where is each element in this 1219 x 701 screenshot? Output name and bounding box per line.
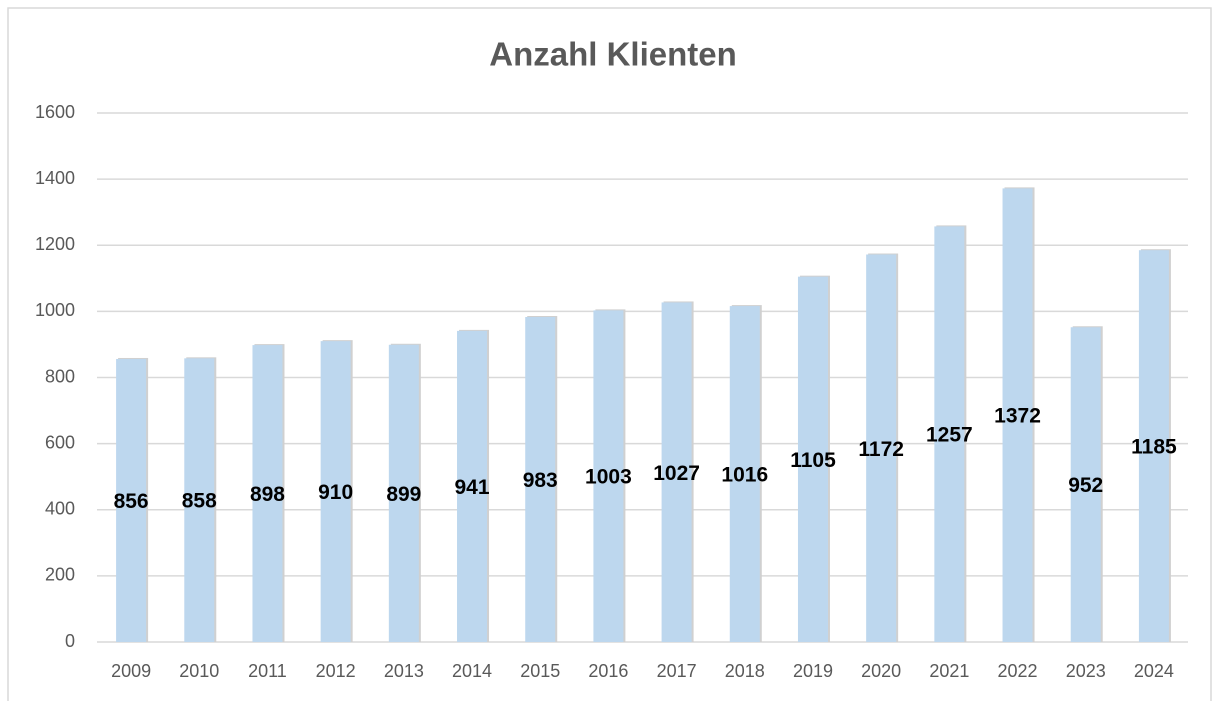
data-label: 1105 — [790, 449, 836, 472]
y-tick-label: 1600 — [35, 102, 75, 122]
x-tick-label: 2012 — [316, 661, 356, 681]
bar — [1002, 188, 1033, 642]
data-label: 1016 — [721, 464, 768, 487]
x-tick-label: 2019 — [793, 661, 833, 681]
data-label: 1172 — [858, 438, 904, 461]
y-tick-label: 0 — [65, 631, 75, 651]
data-label: 858 — [182, 490, 217, 513]
x-tick-label: 2013 — [384, 661, 424, 681]
bar — [184, 358, 215, 642]
bar — [729, 306, 760, 642]
x-tick-label: 2024 — [1134, 661, 1174, 681]
data-label: 952 — [1068, 474, 1103, 497]
x-tick-label: 2021 — [929, 661, 969, 681]
bar — [388, 344, 419, 642]
x-tick-label: 2011 — [248, 661, 287, 681]
y-tick-label: 800 — [45, 366, 75, 386]
data-label: 941 — [455, 476, 490, 499]
data-label: 1185 — [1131, 436, 1177, 459]
bar — [1070, 327, 1101, 642]
x-tick-label: 2014 — [452, 661, 492, 681]
data-label: 856 — [114, 490, 149, 513]
y-tick-label: 1400 — [35, 168, 75, 188]
x-tick-label: 2023 — [1066, 661, 1106, 681]
data-label: 983 — [523, 469, 558, 492]
bar — [252, 345, 283, 642]
data-label: 1003 — [585, 466, 632, 489]
bar — [116, 358, 147, 642]
bar — [661, 302, 692, 642]
y-tick-label: 400 — [45, 499, 75, 519]
x-tick-label: 2010 — [179, 661, 219, 681]
data-label: 899 — [386, 483, 421, 506]
x-tick-label: 2020 — [861, 661, 901, 681]
bar — [457, 330, 488, 642]
bar — [1138, 250, 1169, 642]
data-label: 1257 — [926, 424, 973, 447]
bar — [934, 226, 965, 643]
x-tick-label: 2009 — [111, 661, 151, 681]
bar — [320, 341, 351, 642]
bar — [797, 276, 828, 642]
chart-title: Anzahl Klienten — [489, 36, 737, 73]
data-label: 1027 — [653, 462, 700, 485]
data-label: 898 — [250, 483, 285, 506]
x-tick-label: 2017 — [657, 661, 697, 681]
y-tick-label: 200 — [45, 565, 75, 585]
x-tick-label: 2018 — [725, 661, 765, 681]
y-tick-label: 600 — [45, 432, 75, 452]
y-tick-label: 1200 — [35, 234, 75, 254]
x-tick-label: 2015 — [520, 661, 560, 681]
bar — [525, 316, 556, 642]
bar — [866, 254, 897, 642]
y-tick-label: 1000 — [35, 300, 75, 320]
bar — [593, 310, 624, 642]
data-label: 910 — [318, 481, 353, 504]
x-tick-label: 2022 — [998, 661, 1038, 681]
data-label: 1372 — [994, 405, 1041, 428]
x-tick-label: 2016 — [588, 661, 628, 681]
